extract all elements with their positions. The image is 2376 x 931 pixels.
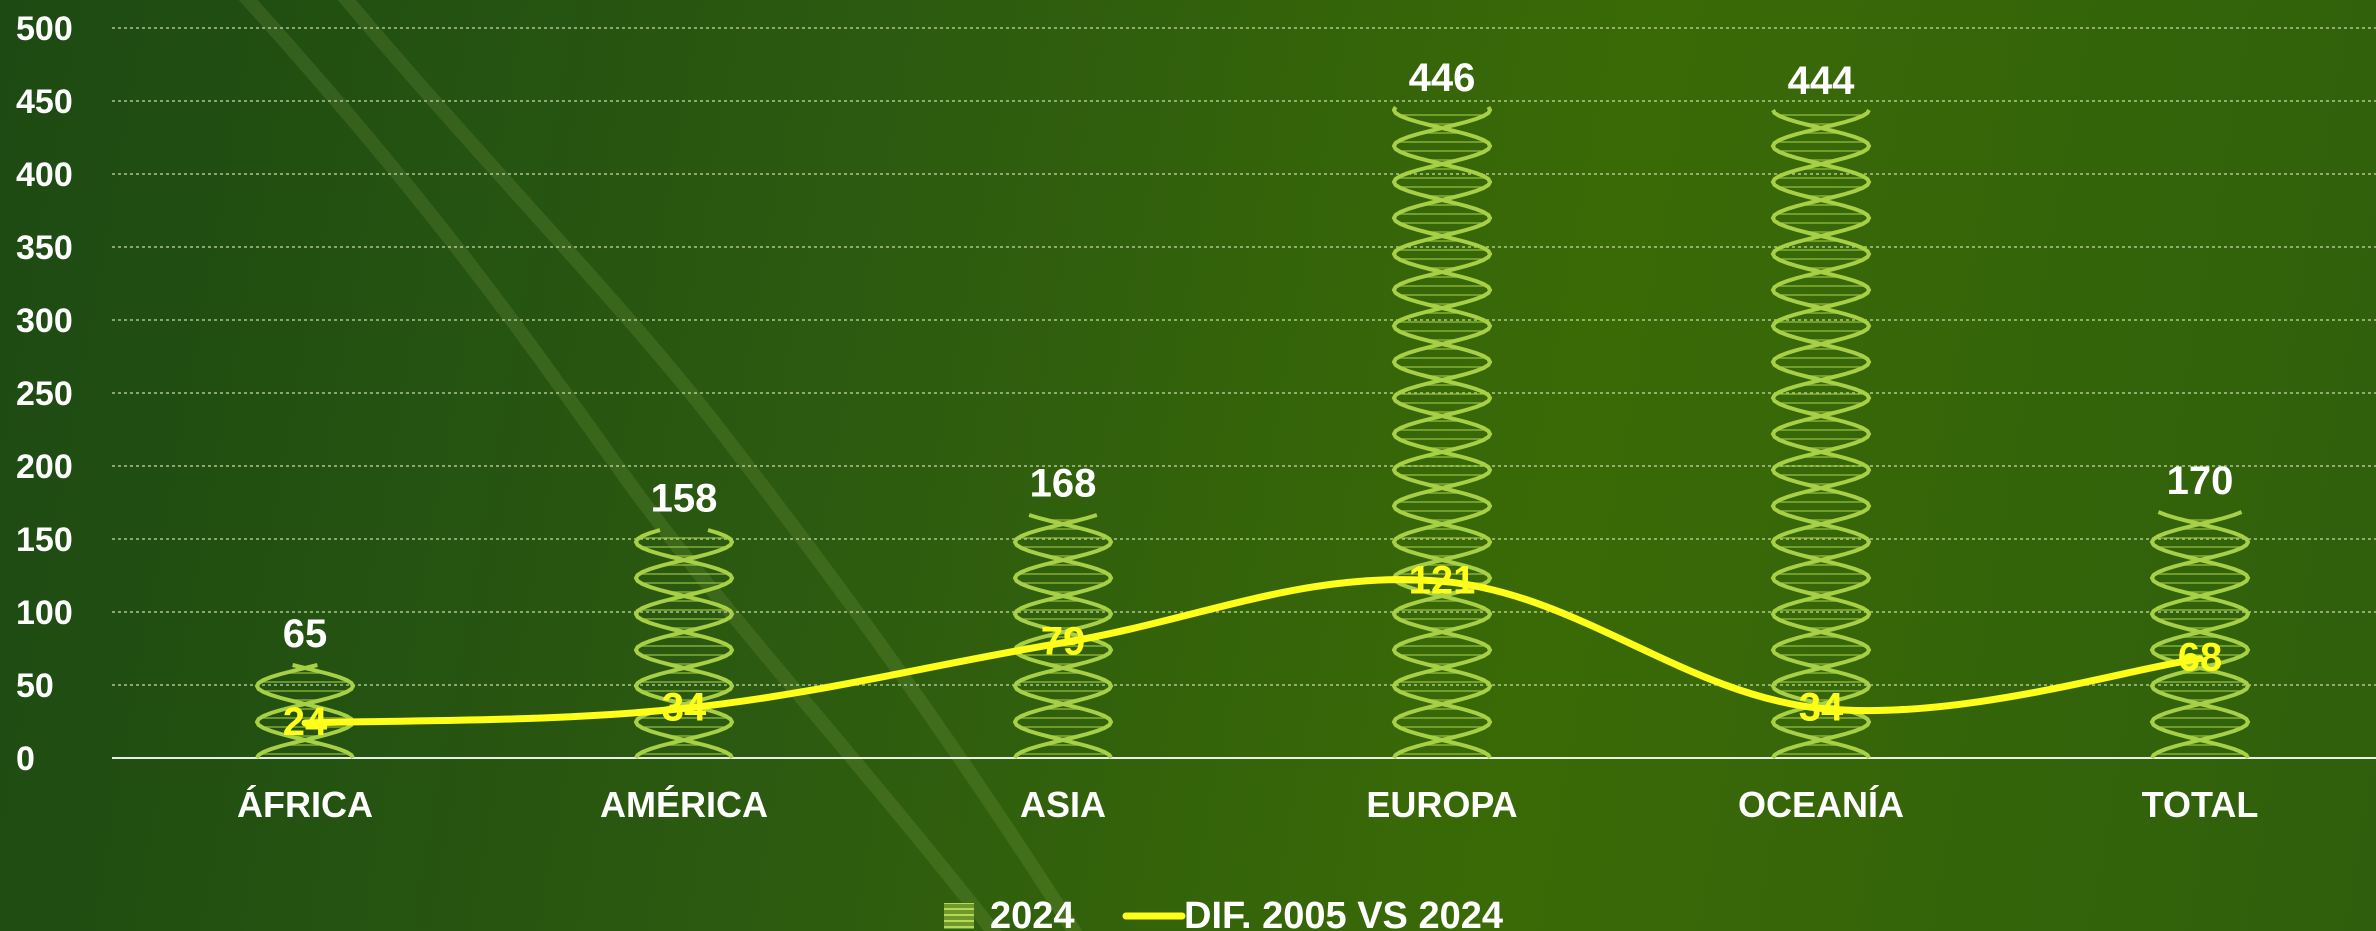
x-tick-label: OCEANÍA — [1738, 784, 1904, 825]
bar-strand — [2149, 510, 2251, 759]
bar-strand — [633, 528, 735, 759]
bar-strand — [1770, 109, 1872, 759]
data-label-2024: 158 — [651, 476, 718, 520]
bar — [2149, 510, 2251, 759]
y-tick-label: 100 — [16, 594, 73, 632]
data-labels: 65 24 158 34 168 79 446 121 444 34 170 68 — [283, 56, 2234, 744]
y-tick-label: 300 — [16, 302, 73, 340]
bar-strand — [1391, 106, 1493, 759]
bar-strand — [254, 663, 356, 759]
series-line-dif — [301, 576, 2204, 727]
y-tick-label: 250 — [16, 375, 73, 413]
legend: 2024 DIF. 2005 VS 2024 — [944, 895, 1503, 931]
data-label-2024: 65 — [283, 612, 328, 656]
y-tick-label: 200 — [16, 448, 73, 486]
bar-strand — [633, 528, 735, 759]
data-label-2024: 444 — [1788, 59, 1855, 103]
bar-strand — [1770, 109, 1872, 759]
data-label-2024: 170 — [2167, 459, 2234, 503]
bar-strand — [1012, 513, 1114, 759]
data-label-dif: 68 — [2178, 636, 2223, 680]
line-series — [301, 576, 2204, 727]
bar-strand — [2149, 510, 2251, 759]
y-tick-label: 500 — [16, 10, 73, 48]
bar-series — [254, 106, 2251, 759]
x-tick-label: ASIA — [1020, 784, 1106, 825]
x-tick-label: EUROPA — [1366, 784, 1517, 825]
bar — [1770, 109, 1872, 759]
data-label-dif: 79 — [1041, 620, 1086, 664]
data-label-dif: 121 — [1409, 558, 1476, 602]
x-tick-label: TOTAL — [2142, 784, 2259, 825]
background-dna-decoration — [238, 0, 1083, 931]
y-tick-label: 150 — [16, 521, 73, 559]
bar — [254, 663, 356, 759]
data-label-dif: 24 — [283, 700, 328, 744]
y-tick-label: 0 — [16, 740, 35, 778]
y-tick-label: 50 — [16, 667, 54, 705]
data-label-dif: 34 — [662, 685, 707, 729]
x-tick-label: ÁFRICA — [237, 784, 373, 825]
x-tick-label: AMÉRICA — [600, 784, 768, 825]
bar-strand — [1391, 106, 1493, 759]
y-axis: 0 50 100 150 200 250 300 350 400 450 500 — [16, 10, 73, 778]
y-tick-label: 450 — [16, 83, 73, 121]
bar — [1391, 106, 1493, 759]
legend-swatch-bar — [944, 903, 974, 929]
data-label-2024: 168 — [1030, 462, 1097, 506]
legend-label-line: DIF. 2005 VS 2024 — [1184, 895, 1503, 931]
data-label-dif: 34 — [1799, 685, 1844, 729]
bar — [633, 528, 735, 759]
y-tick-label: 400 — [16, 156, 73, 194]
y-tick-label: 350 — [16, 229, 73, 267]
x-axis: ÁFRICA AMÉRICA ASIA EUROPA OCEANÍA TOTAL — [237, 784, 2258, 825]
grid-lines — [112, 27, 2376, 759]
legend-label-bar: 2024 — [990, 895, 1075, 931]
data-label-2024: 446 — [1409, 56, 1476, 100]
bar-strand — [254, 663, 356, 759]
